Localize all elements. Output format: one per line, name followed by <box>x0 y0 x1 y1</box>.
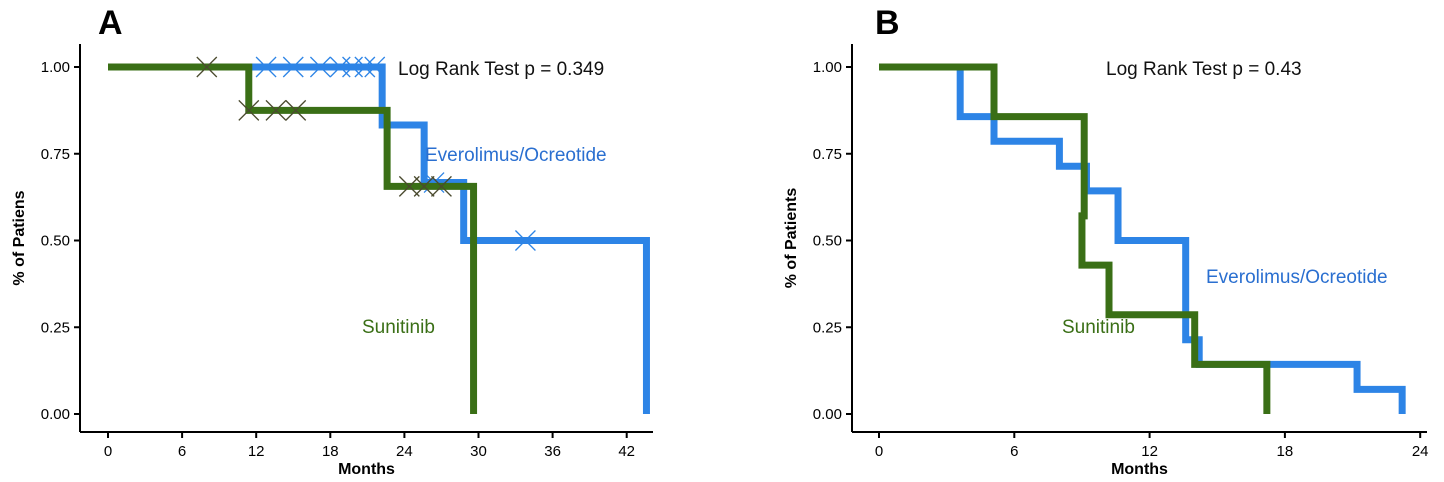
censor-mark <box>196 56 218 78</box>
y-axis-title: % of Patiens <box>11 190 28 285</box>
x-tick-label: 0 <box>875 443 883 460</box>
x-axis-title: Months <box>338 461 395 478</box>
x-tick-label: 24 <box>396 443 413 460</box>
x-tick-label: 30 <box>470 443 487 460</box>
x-tick-label: 36 <box>544 443 561 460</box>
y-tick-label: 0.75 <box>41 146 70 163</box>
censor-mark <box>430 175 452 197</box>
y-axis-title: % of Patients <box>783 188 800 289</box>
y-tick-label: 1.00 <box>41 59 70 76</box>
censor-stroke <box>364 56 386 78</box>
censor-stroke <box>413 175 435 197</box>
censor-mark <box>255 56 277 78</box>
censor-stroke <box>354 56 376 78</box>
censor-mark <box>282 56 304 78</box>
x-tick-label: 18 <box>1277 443 1294 460</box>
series-label-sunitinib: Sunitinib <box>362 317 435 338</box>
chart-a-canvas: A 0.00 0.25 0.50 0.75 1.00 0 6 12 18 24 30 36 42 Month… <box>11 4 653 478</box>
panel-label: B <box>875 4 900 42</box>
series-line-everolimus <box>879 63 1406 414</box>
y-tick-label: 0.00 <box>813 406 842 423</box>
log-rank-annotation: Log Rank Test p = 0.43 <box>1106 59 1302 80</box>
survival-chart-b: B 0.00 0.25 0.50 0.75 1.00 0 6 12 18 24 Months % of … <box>722 0 1444 482</box>
x-tick-label: 42 <box>618 443 635 460</box>
censor-stroke <box>342 56 363 78</box>
x-tick-label: 0 <box>104 443 112 460</box>
censor-mark <box>265 99 287 121</box>
censor-mark <box>342 56 363 78</box>
y-tick-label: 0.50 <box>41 233 70 250</box>
censor-mark <box>364 56 386 78</box>
panel-label: A <box>98 4 123 42</box>
censor-stroke <box>430 175 452 197</box>
y-tick-label: 0.25 <box>813 319 842 336</box>
chart-b-canvas: B 0.00 0.25 0.50 0.75 1.00 0 6 12 18 24 Months % of … <box>783 4 1429 478</box>
censor-mark <box>398 175 420 197</box>
y-tick-label: 0.25 <box>41 319 70 336</box>
censor-mark <box>514 230 536 251</box>
x-tick-label: 18 <box>322 443 339 460</box>
x-tick-label: 12 <box>248 443 265 460</box>
censor-stroke <box>514 230 536 251</box>
series-label-sunitinib: Sunitinib <box>1062 317 1135 338</box>
censor-mark <box>413 175 435 197</box>
censor-stroke <box>265 99 287 121</box>
censor-stroke <box>398 175 420 197</box>
censor-mark <box>285 99 307 121</box>
censor-mark <box>354 56 376 78</box>
censor-stroke <box>255 56 277 78</box>
series-label-everolimus: Everolimus/Ocreotide <box>425 145 607 166</box>
censor-mark <box>238 99 260 121</box>
series-line-sunitinib <box>108 63 478 414</box>
censor-stroke <box>309 56 331 78</box>
series-line-everolimus <box>108 63 650 414</box>
censor-stroke <box>238 99 260 121</box>
censor-stroke <box>196 56 218 78</box>
series-line-sunitinib <box>879 63 1271 414</box>
y-tick-label: 0.75 <box>813 146 842 163</box>
x-tick-label: 6 <box>178 443 186 460</box>
y-tick-label: 0.00 <box>41 406 70 423</box>
censor-mark <box>309 56 331 78</box>
x-axis-title: Months <box>1111 461 1168 478</box>
censor-stroke <box>285 99 307 121</box>
log-rank-annotation: Log Rank Test p = 0.349 <box>398 59 604 80</box>
y-tick-label: 1.00 <box>813 59 842 76</box>
x-tick-label: 24 <box>1412 443 1429 460</box>
survival-chart-a: A 0.00 0.25 0.50 0.75 1.00 0 6 12 18 24 30 36 42 Month… <box>11 4 653 478</box>
y-tick-label: 0.50 <box>813 233 842 250</box>
series-label-everolimus: Everolimus/Ocreotide <box>1206 267 1388 288</box>
censor-mark <box>329 56 351 78</box>
x-tick-label: 12 <box>1141 443 1158 460</box>
censor-stroke <box>282 56 304 78</box>
x-tick-label: 6 <box>1010 443 1018 460</box>
censor-stroke <box>329 56 351 78</box>
